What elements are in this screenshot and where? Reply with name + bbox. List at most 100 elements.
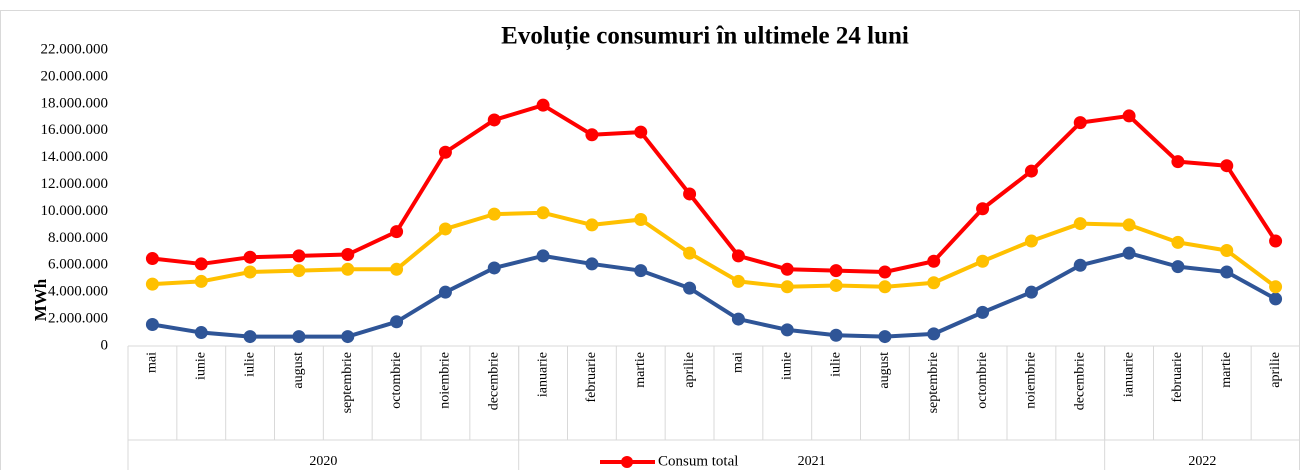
chart-title: Evoluție consumuri în ultimele 24 luni bbox=[501, 23, 909, 51]
legend-label: Consum total bbox=[658, 453, 738, 469]
x-tick-label: decembrie bbox=[1072, 352, 1087, 410]
point bbox=[1073, 258, 1087, 272]
y-tick-label: 18.000.000 bbox=[41, 95, 109, 111]
x-tick-label: mai bbox=[731, 352, 746, 373]
point bbox=[731, 274, 745, 288]
y-tick-label: 4.000.000 bbox=[48, 284, 108, 300]
point bbox=[145, 252, 159, 266]
point bbox=[1269, 292, 1283, 306]
point bbox=[536, 206, 550, 220]
point bbox=[243, 330, 257, 344]
point bbox=[487, 113, 501, 127]
point bbox=[292, 330, 306, 344]
point bbox=[390, 315, 404, 329]
y-tick-label: 22.000.000 bbox=[41, 41, 109, 57]
point bbox=[1024, 285, 1038, 299]
x-tick-label: noiembrie bbox=[438, 352, 453, 409]
point bbox=[341, 248, 355, 262]
point bbox=[536, 98, 550, 112]
point bbox=[976, 254, 990, 268]
series-line bbox=[152, 251, 1277, 339]
point bbox=[1024, 164, 1038, 178]
point bbox=[194, 326, 208, 340]
legend-marker bbox=[621, 456, 633, 468]
point bbox=[390, 262, 404, 276]
x-tick-label: februarie bbox=[1170, 352, 1185, 403]
x-tick-label: iunie bbox=[193, 352, 208, 380]
point bbox=[292, 249, 306, 263]
x-group-label: 2020 bbox=[309, 454, 337, 469]
point bbox=[878, 330, 892, 344]
point bbox=[585, 128, 599, 142]
x-tick-label: octombrie bbox=[389, 352, 404, 409]
point bbox=[683, 281, 697, 295]
y-tick-label: 0 bbox=[101, 337, 109, 353]
y-tick-label: 14.000.000 bbox=[41, 149, 109, 165]
point bbox=[390, 225, 404, 239]
point bbox=[438, 285, 452, 299]
point bbox=[1269, 234, 1283, 248]
point bbox=[1122, 246, 1136, 260]
y-tick-label: 12.000.000 bbox=[41, 176, 109, 192]
x-tick-label: aprilie bbox=[1268, 352, 1283, 388]
y-axis-label: MWh bbox=[31, 278, 50, 321]
point bbox=[1220, 265, 1234, 279]
point bbox=[1073, 217, 1087, 231]
point bbox=[194, 257, 208, 271]
point bbox=[487, 207, 501, 221]
point bbox=[1220, 159, 1234, 173]
point bbox=[1171, 260, 1185, 274]
point bbox=[536, 249, 550, 263]
chart-border bbox=[0, 10, 1300, 470]
x-tick-label: august bbox=[877, 352, 892, 389]
x-tick-label: decembrie bbox=[486, 352, 501, 410]
point bbox=[1122, 109, 1136, 123]
point bbox=[927, 276, 941, 290]
point bbox=[292, 264, 306, 278]
point bbox=[780, 323, 794, 337]
y-tick-label: 10.000.000 bbox=[41, 203, 109, 219]
point bbox=[976, 202, 990, 216]
y-tick-label: 16.000.000 bbox=[41, 122, 109, 138]
point bbox=[780, 280, 794, 294]
point bbox=[145, 277, 159, 291]
series-line bbox=[152, 103, 1278, 274]
point bbox=[1024, 234, 1038, 248]
point bbox=[634, 213, 648, 227]
x-tick-label: mai bbox=[145, 352, 160, 373]
x-tick-label: septembrie bbox=[340, 352, 355, 413]
y-tick-label: 20.000.000 bbox=[41, 68, 109, 84]
point bbox=[1220, 243, 1234, 257]
x-tick-label: ianuarie bbox=[535, 352, 550, 397]
point bbox=[731, 312, 745, 326]
point bbox=[194, 274, 208, 288]
point bbox=[927, 254, 941, 268]
x-tick-label: septembrie bbox=[926, 352, 941, 413]
x-tick-label: iulie bbox=[242, 352, 257, 377]
x-tick-label: august bbox=[291, 352, 306, 389]
point bbox=[683, 187, 697, 201]
point bbox=[829, 328, 843, 342]
point bbox=[341, 262, 355, 276]
point bbox=[927, 327, 941, 341]
series-line bbox=[152, 210, 1277, 289]
point bbox=[585, 257, 599, 271]
x-tick-label: iunie bbox=[779, 352, 794, 380]
x-tick-label: februarie bbox=[584, 352, 599, 403]
x-tick-label: ianuarie bbox=[1121, 352, 1136, 397]
y-tick-label: 2.000.000 bbox=[48, 311, 108, 327]
point bbox=[634, 125, 648, 139]
x-tick-label: aprilie bbox=[682, 352, 697, 388]
point bbox=[438, 145, 452, 159]
point bbox=[976, 305, 990, 319]
point bbox=[829, 264, 843, 278]
x-tick-label: martie bbox=[633, 352, 648, 388]
point bbox=[1122, 218, 1136, 232]
point bbox=[243, 250, 257, 264]
point bbox=[1171, 235, 1185, 249]
point bbox=[487, 261, 501, 275]
point bbox=[878, 265, 892, 279]
point bbox=[878, 280, 892, 294]
point bbox=[1269, 280, 1283, 294]
point bbox=[731, 249, 745, 263]
